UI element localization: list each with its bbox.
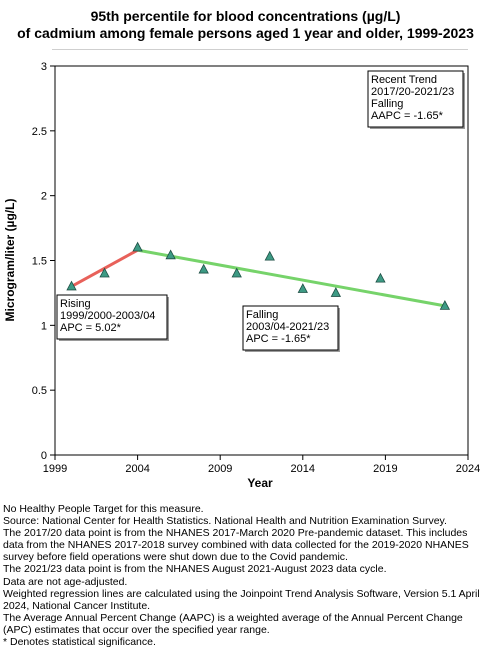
data-point-marker: [330, 287, 342, 297]
x-tick-label: 2019: [373, 463, 397, 475]
annotation-text: Falling: [246, 309, 278, 321]
data-point-marker: [264, 250, 275, 261]
data-point-marker: [231, 267, 242, 278]
chart-title: 95th percentile for blood concentrations…: [0, 8, 491, 42]
falling-trend-line: [137, 248, 446, 308]
data-point-marker: [297, 283, 308, 293]
chart-title-line-1: 95th percentile for blood concentrations…: [90, 8, 401, 24]
annotation-text: 1999/2000-2003/04: [60, 310, 155, 322]
footnotes: No Healthy People Target for this measur…: [3, 503, 489, 648]
y-tick-label: 1.5: [32, 256, 47, 268]
annotation-text: APC = 5.02*: [60, 322, 122, 334]
annotation-box: [56, 294, 168, 340]
x-axis-label: Year: [247, 476, 273, 490]
annotation-text: APC = -1.65*: [246, 333, 311, 345]
y-tick-label: 2.5: [32, 126, 47, 138]
y-axis-label: Microgram/liter (µg/L): [3, 199, 17, 322]
annotation-text: Recent Trend: [371, 74, 437, 86]
data-point-marker: [66, 280, 77, 291]
annotation-text: Rising: [60, 298, 91, 310]
footnote-line: No Healthy People Target for this measur…: [3, 503, 204, 515]
annotation-box: [242, 305, 339, 351]
annotation-text: 2003/04-2021/23: [246, 321, 329, 333]
y-tick-label: 0.5: [32, 385, 47, 397]
data-point-marker: [439, 300, 451, 310]
y-tick-label: 1: [41, 320, 47, 332]
x-tick-label: 2024: [456, 463, 480, 475]
footnote-line: Weighted regression lines are calculated…: [3, 587, 480, 612]
y-tick-label: 3: [41, 61, 47, 73]
x-tick-label: 2009: [208, 463, 232, 475]
annotation-text: AAPC = -1.65*: [371, 110, 444, 122]
y-tick-label: 2: [41, 191, 47, 203]
y-tick-label: 0: [41, 450, 47, 462]
x-tick-label: 2014: [291, 463, 315, 475]
chart-svg: 1999 2004 2009 2014 2019 2024 0 0.5 1 1.5 2 2.5 3 Ri…: [3, 61, 480, 490]
x-tick-label: 1999: [43, 463, 67, 475]
footnote-line: The Average Annual Percent Change (AAPC)…: [3, 611, 463, 636]
data-point-marker: [99, 267, 110, 278]
footnote-line: Source: National Center for Health Stati…: [3, 515, 447, 528]
footnote-line: * Denotes statistical significance.: [3, 636, 156, 648]
annotation-box: [367, 70, 464, 128]
data-point-marker: [132, 241, 143, 252]
footnote-line: The 2021/23 data point is from the NHANE…: [3, 563, 387, 576]
footnote-line: Data are not age-adjusted.: [3, 575, 128, 588]
footnote-line: The 2017/20 data point is from the NHANE…: [3, 527, 469, 564]
x-tick-label: 2004: [125, 463, 149, 475]
title-divider: [52, 49, 468, 50]
annotation-text: Falling: [371, 98, 403, 110]
data-point-marker: [198, 263, 209, 274]
data-point-marker: [375, 272, 386, 283]
annotation-text: 2017/20-2021/23: [371, 86, 454, 98]
data-point-marker: [165, 249, 176, 260]
chart-title-line-2: of cadmium among female persons aged 1 y…: [17, 25, 474, 41]
plot-area: [54, 65, 469, 456]
